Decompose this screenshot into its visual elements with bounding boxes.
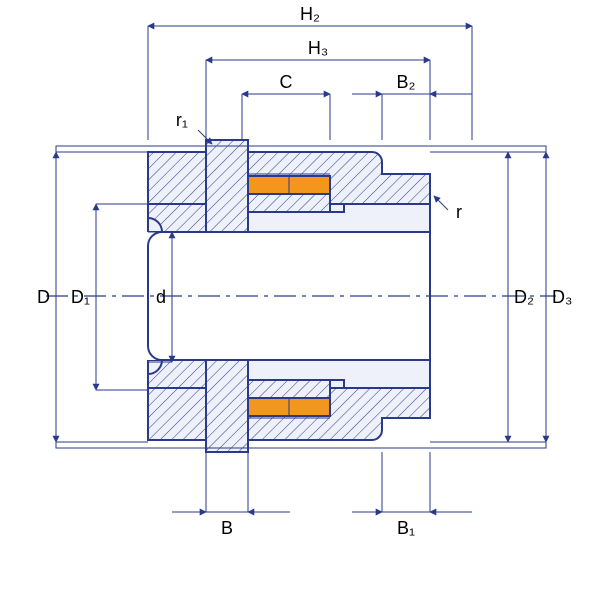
label-B: B xyxy=(221,518,233,538)
label-D: D xyxy=(37,287,50,307)
technical-drawing: H₂ H₃ C B₂ r₁ r D D₁ d D₂ D₃ B B₁ xyxy=(0,0,600,600)
label-D3: D₃ xyxy=(552,287,572,307)
label-H3: H₃ xyxy=(308,38,328,58)
inner-collar-shoulder-lower xyxy=(248,380,330,398)
label-B1: B₁ xyxy=(397,518,415,538)
retainer-upper xyxy=(330,204,344,212)
retainer-lower xyxy=(330,380,344,388)
label-r: r xyxy=(456,202,462,222)
inner-collar-lower xyxy=(206,360,248,452)
label-D1: D₁ xyxy=(71,287,90,307)
inner-collar-upper xyxy=(206,140,248,232)
label-d: d xyxy=(156,287,166,307)
label-C: C xyxy=(280,72,293,92)
label-D2: D₂ xyxy=(514,287,534,307)
label-H2: H₂ xyxy=(300,4,320,24)
label-r1: r₁ xyxy=(176,110,188,130)
label-B2: B₂ xyxy=(397,72,416,92)
inner-collar-shoulder-upper xyxy=(248,194,330,212)
